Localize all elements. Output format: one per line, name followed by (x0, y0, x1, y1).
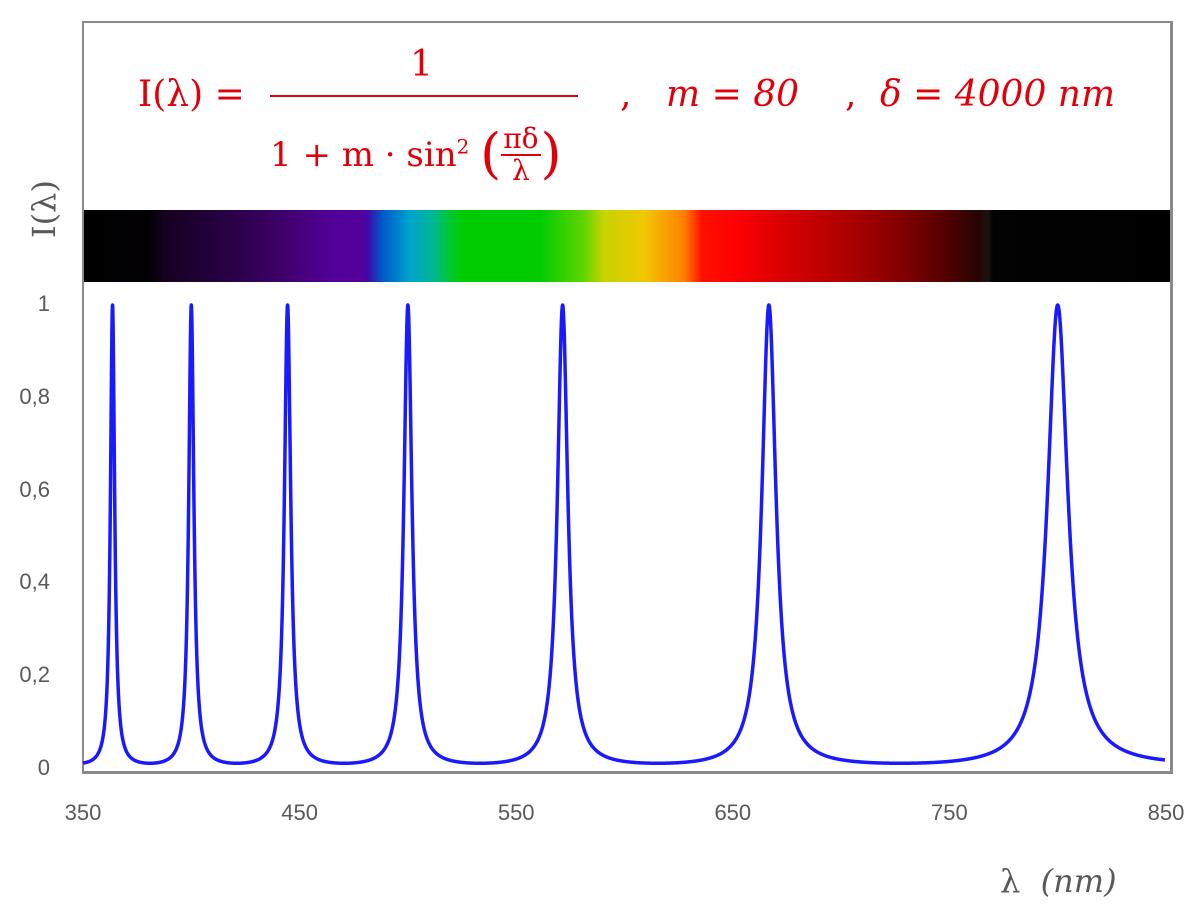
formula-lhs: I(λ) = (138, 74, 245, 115)
y-axis-label: I(λ) (25, 180, 63, 238)
x-tick-label: 650 (714, 800, 752, 825)
plot-frame (82, 21, 1173, 774)
x-axis-unit: (nm) (1040, 862, 1117, 900)
x-tick-label: 850 (1147, 800, 1185, 825)
denominator-prefix: 1 + m · sin (270, 135, 457, 175)
inner-denominator: λ (512, 154, 530, 187)
intensity-curve (81, 303, 1167, 766)
y-tick-label: 0 (37, 755, 50, 780)
visible-spectrum-band (84, 210, 1170, 282)
x-tick-label: 750 (931, 800, 968, 825)
y-tick-label: 0,2 (19, 662, 50, 688)
x-tick-label: 550 (497, 800, 535, 825)
y-tick-label: 1 (37, 291, 50, 316)
separator-2: , (845, 74, 857, 115)
fraction-bar (270, 95, 578, 97)
formula-numerator: 1 (410, 44, 433, 85)
exponent: 2 (456, 134, 470, 159)
separator-1: , (620, 74, 632, 115)
x-tick-label: 350 (64, 800, 102, 825)
x-axis-symbol: λ (1000, 862, 1021, 900)
x-tick-label: 450 (281, 800, 318, 825)
y-tick-label: 0,4 (19, 569, 50, 595)
x-axis-label: λ (nm) (1000, 862, 1117, 900)
y-tick-label: 0,8 (19, 383, 50, 409)
param-m: m = 80 (666, 74, 799, 115)
formula-denominator: 1 + m · sin2 (πδ λ) (270, 122, 562, 187)
inner-numerator: πδ (501, 122, 541, 156)
param-delta: δ = 4000 nm (880, 74, 1116, 115)
y-tick-label: 0,6 (19, 476, 50, 502)
